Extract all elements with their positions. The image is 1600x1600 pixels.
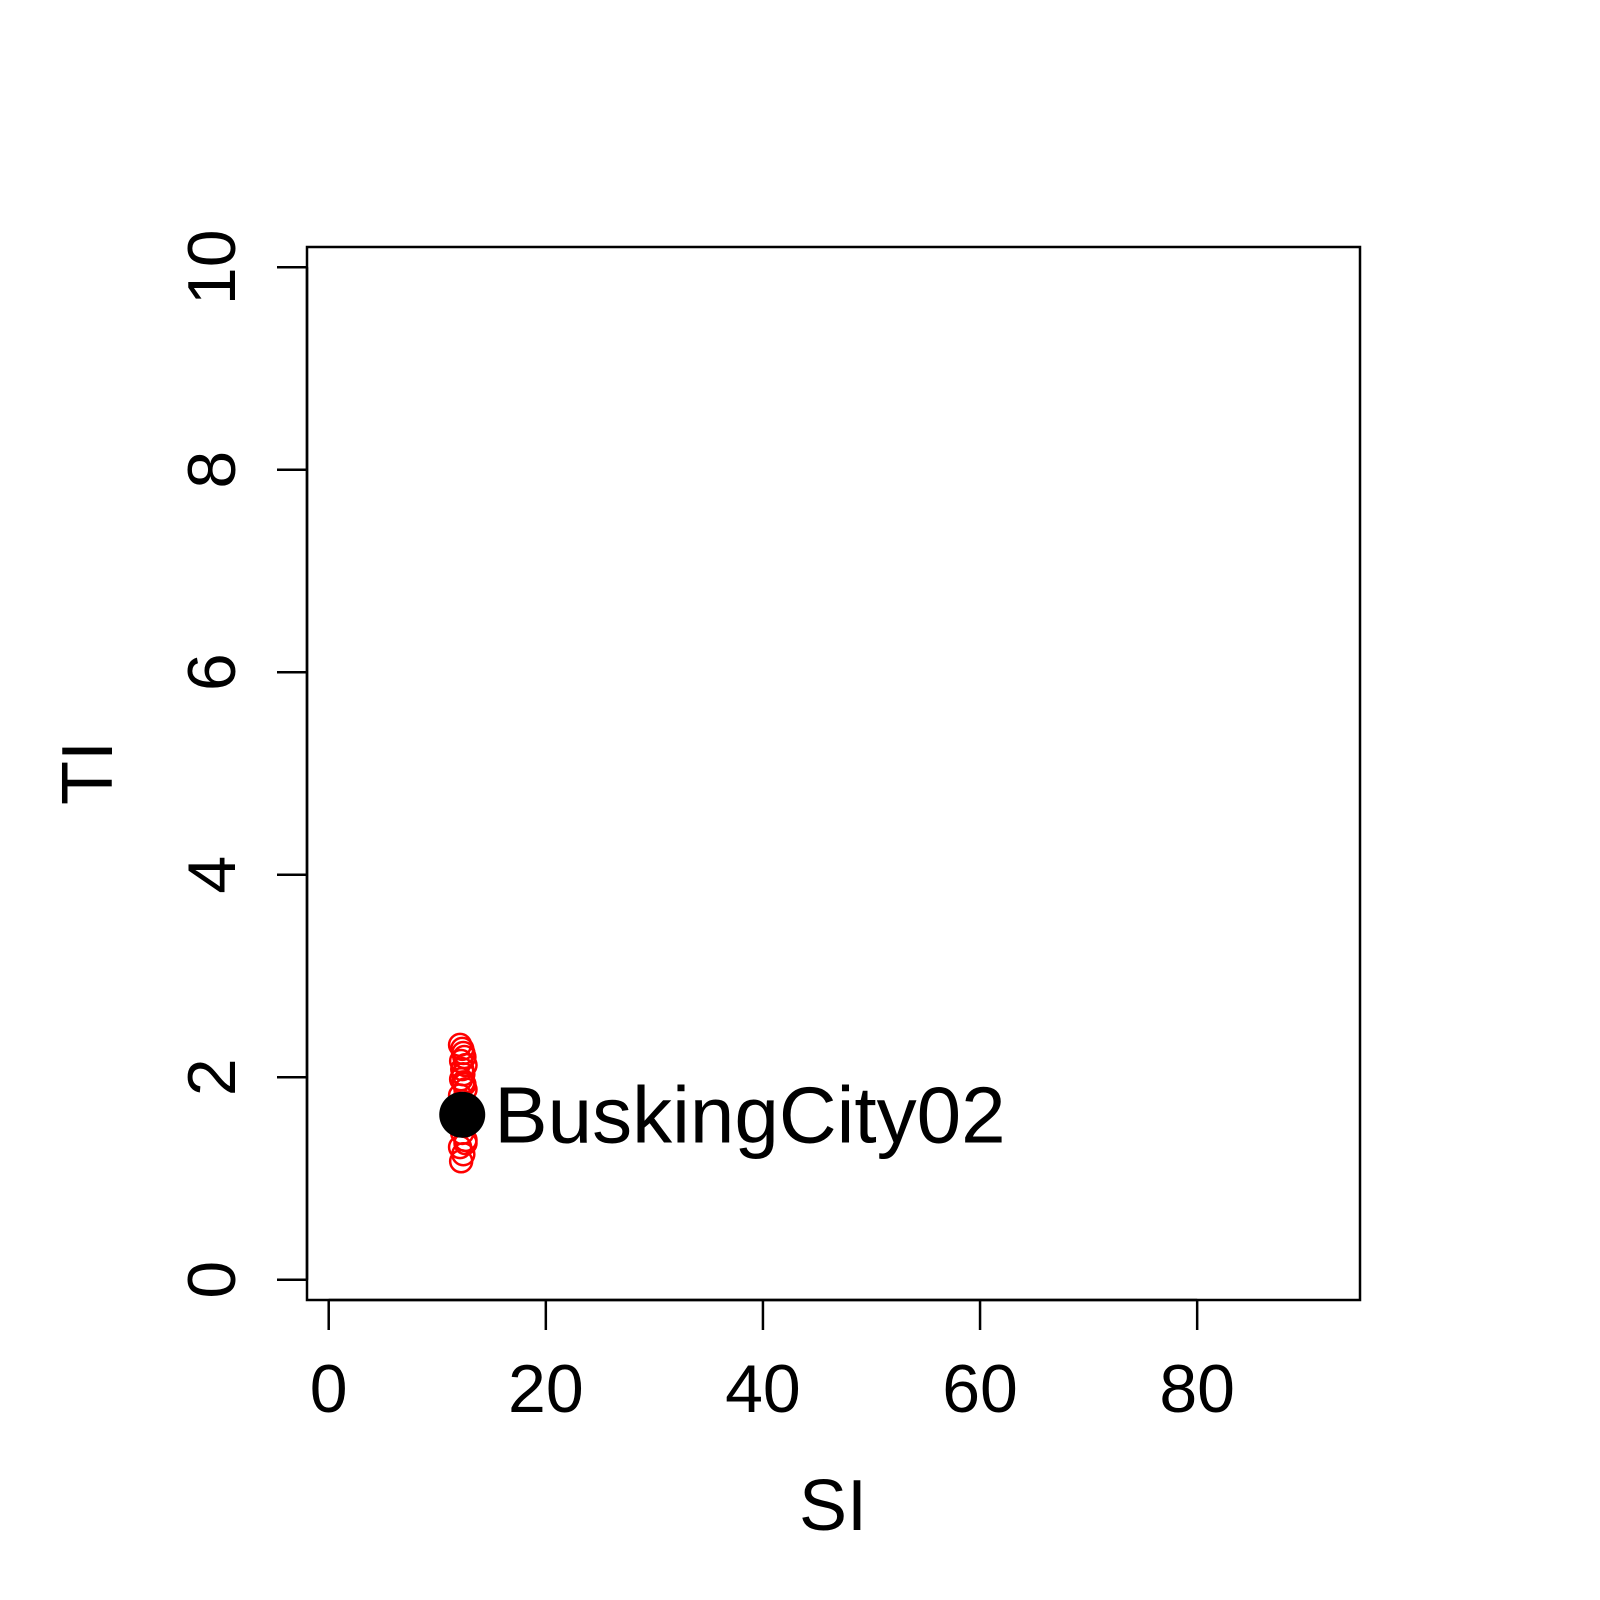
- y-tick-label: 8: [174, 451, 250, 489]
- red-point: [449, 1056, 475, 1082]
- red-point: [447, 1032, 473, 1058]
- data-points: [439, 1032, 486, 1174]
- x-tick-label: 60: [942, 1351, 1018, 1427]
- x-axis-title: SI: [799, 1466, 867, 1546]
- y-tick-label: 4: [174, 856, 250, 894]
- y-tick-label: 2: [174, 1058, 250, 1096]
- y-axis-title: TI: [48, 741, 128, 805]
- y-tick-label: 0: [174, 1261, 250, 1299]
- y-tick-label: 10: [174, 229, 250, 305]
- black-point: [439, 1091, 486, 1138]
- x-tick-label: 0: [310, 1351, 348, 1427]
- point-label: BuskingCity02: [494, 1071, 1005, 1160]
- x-axis: 0 20 40 60 80: [310, 1298, 1235, 1427]
- x-tick-label: 40: [725, 1351, 801, 1427]
- y-tick-label: 6: [174, 653, 250, 691]
- x-tick-label: 80: [1159, 1351, 1235, 1427]
- red-point: [449, 1036, 475, 1062]
- y-axis: 0 2 4 6 8 10: [174, 229, 309, 1299]
- x-tick-label: 20: [508, 1351, 584, 1427]
